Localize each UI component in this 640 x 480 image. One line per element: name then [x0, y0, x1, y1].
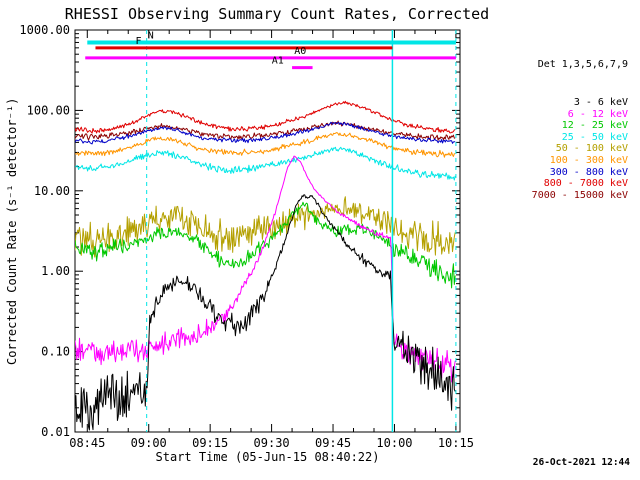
legend-entry: 6 - 12 keV: [567, 108, 628, 120]
series-group: [75, 100, 456, 431]
legend-entry: 100 - 300 keV: [549, 154, 628, 166]
series-line-50-100keV: [75, 196, 456, 258]
y-tick-label: 10.00: [34, 184, 70, 198]
y-tick-label: 100.00: [27, 103, 70, 117]
x-tick-label: 09:45: [315, 436, 351, 450]
y-tick-label: 0.10: [41, 345, 70, 359]
x-tick-label: 10:00: [376, 436, 412, 450]
series-line-6-12keV: [75, 155, 456, 383]
legend-entry: 25 - 50 keV: [561, 131, 628, 143]
legend-entry: 800 - 7000 keV: [543, 178, 628, 190]
series-line-25-50keV: [75, 146, 456, 181]
legend-entry: 50 - 100 keV: [555, 143, 628, 155]
y-axis-label: Corrected Count Rate (s⁻¹ detector⁻¹): [5, 97, 19, 365]
plot-frame: [74, 29, 461, 433]
x-axis-label: Start Time (05-Jun-15 08:40:22): [155, 450, 380, 464]
series-line-800-7000keV: [75, 100, 456, 134]
legend-entry: 3 - 6 keV: [573, 96, 628, 108]
flag-label-F: F: [135, 36, 141, 47]
x-tick-label: 08:45: [69, 436, 105, 450]
flag-label-N: N: [148, 30, 154, 41]
creation-timestamp: 26-Oct-2021 12:44: [532, 457, 630, 468]
y-tick-label: 0.01: [41, 425, 70, 439]
flag-label-A1: A1: [272, 56, 284, 67]
x-tick-label: 10:15: [438, 436, 474, 450]
series-line-12-25keV: [75, 201, 456, 289]
legend-title: Det 1,3,5,6,7,9: [537, 59, 628, 71]
plot-title: RHESSI Observing Summary Count Rates, Co…: [64, 5, 490, 23]
x-tick-label: 09:00: [131, 436, 167, 450]
y-tick-label: 1.00: [41, 264, 70, 278]
flag-label-A0: A0: [294, 46, 306, 57]
x-tick-label: 09:30: [254, 436, 290, 450]
legend-entry: 7000 - 15000 keV: [531, 189, 628, 201]
legend-entries: 3 - 6 keV 6 - 12 keV 12 - 25 keV 25 - 50 ke…: [488, 97, 628, 201]
y-tick-label: 1000.00: [19, 23, 70, 37]
legend-entry: 12 - 25 keV: [561, 120, 628, 132]
legend-entry: 300 - 800 keV: [549, 166, 628, 178]
x-tick-label: 09:15: [192, 436, 228, 450]
legend: Det 1,3,5,6,7,9 3 - 6 keV 6 - 12 keV 12 - …: [488, 36, 628, 213]
